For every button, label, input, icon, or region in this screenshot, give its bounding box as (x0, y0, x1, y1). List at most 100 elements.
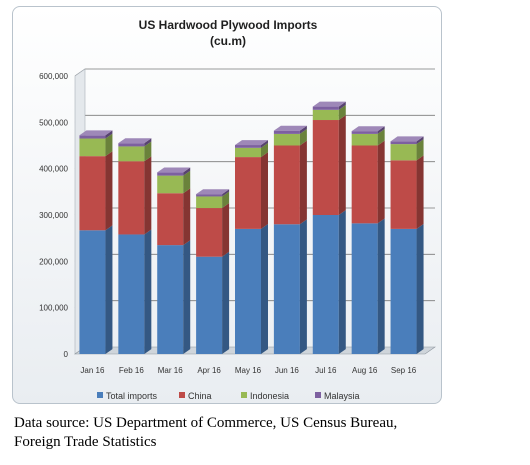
bar-segment-front (273, 133, 300, 146)
bar-segment-front (390, 228, 417, 354)
bar-segment-side (105, 225, 113, 354)
legend-swatch (97, 392, 103, 398)
bar-stack (196, 189, 230, 354)
caption: Data source: US Department of Commerce, … (14, 414, 526, 452)
bar-segment-side (338, 210, 346, 354)
bar-segment-side (377, 126, 385, 134)
bar-segment-side (338, 104, 346, 121)
bar-segment-side (377, 129, 385, 146)
bar-segment-front (118, 146, 145, 162)
bar-segment-side (222, 189, 230, 197)
y-tick-label: 500,000 (39, 118, 68, 127)
x-tick-label: Aug 16 (352, 366, 378, 375)
bar-segment-front (157, 193, 184, 246)
bar-segment-front (351, 223, 378, 354)
bar-segment-side (416, 155, 424, 229)
x-tick-label: Jun 16 (275, 366, 300, 375)
legend-swatch (179, 392, 185, 398)
bar-stack (79, 130, 113, 354)
bar-segment-side (299, 129, 307, 146)
bar-segment-side (299, 219, 307, 354)
bar-segment-side (377, 218, 385, 354)
bar-segment-side (416, 224, 424, 354)
y-tick-label: 300,000 (39, 211, 68, 220)
chart-title: US Hardwood Plywood Imports (139, 18, 318, 32)
bar-segment-side (377, 140, 385, 224)
bar-segment-side (105, 133, 113, 157)
bar-segment-front (79, 230, 106, 354)
bar-segment-front (273, 224, 300, 354)
bar-top (157, 167, 191, 173)
bar-segment-side (183, 170, 191, 194)
bar-segment-front (118, 143, 145, 147)
bar-stack (157, 167, 191, 354)
bar-segment-front (157, 172, 184, 176)
bar-stack (273, 125, 307, 354)
bar-segment-front (196, 208, 223, 257)
bar-top (312, 101, 346, 107)
y-tick-label: 100,000 (39, 304, 68, 313)
bar-segment-front (273, 130, 300, 134)
bar-segment-side (261, 140, 268, 148)
bar-segment-side (105, 130, 113, 139)
bar-stack (390, 136, 424, 354)
x-tick-label: Mar 16 (158, 366, 183, 375)
legend-label: Malaysia (324, 391, 360, 401)
bar-segment-front (157, 245, 184, 354)
bar-segment-front (235, 147, 261, 158)
bar-segment-side (299, 125, 307, 134)
bar-segment-front (235, 157, 261, 229)
bar-segment-side (105, 151, 113, 231)
bar-segment-front (351, 133, 378, 146)
bar-segment-side (183, 167, 191, 176)
bar-segment-front (351, 145, 378, 224)
y-tick-label: 400,000 (39, 165, 68, 174)
bar-segment-side (299, 140, 307, 225)
bar-stack (118, 138, 152, 354)
bar-top (118, 138, 152, 144)
bar-segment-side (183, 240, 191, 354)
bar-segment-side (222, 251, 230, 354)
bar-segment-front (312, 109, 339, 121)
bar-top (390, 136, 424, 142)
bar-top (351, 126, 385, 132)
bar-segment-front (196, 194, 223, 197)
legend-label: Indonesia (250, 391, 289, 401)
bar-segment-side (261, 142, 268, 158)
bar-segment-side (183, 188, 191, 246)
bar-segment-front (196, 256, 223, 354)
y-tick-label: 200,000 (39, 257, 68, 266)
bar-segment-front (351, 131, 378, 134)
bar-segment-front (118, 161, 145, 235)
x-tick-label: Jul 16 (315, 366, 337, 375)
bar-segment-side (416, 136, 424, 145)
bar-top (79, 130, 113, 136)
x-tick-label: Feb 16 (119, 366, 144, 375)
legend-label: Total imports (106, 391, 158, 401)
bar-stack (235, 140, 268, 354)
bar-segment-front (312, 106, 339, 110)
bar-segment-front (312, 120, 339, 215)
bar-top (273, 125, 307, 131)
bar-segment-front (235, 145, 261, 148)
x-tick-label: Sep 16 (391, 366, 417, 375)
bar-segment-front (390, 141, 417, 145)
x-tick-label: Apr 16 (197, 366, 221, 375)
legend-swatch (241, 392, 247, 398)
bar-segment-side (416, 139, 424, 161)
bar-segment-front (79, 138, 106, 157)
bar-segment-side (261, 224, 268, 354)
bar-stack (312, 101, 346, 354)
bar-segment-side (338, 115, 346, 215)
bar-segment-side (338, 101, 346, 110)
x-tick-label: May 16 (235, 366, 262, 375)
bar-segment-front (273, 145, 300, 225)
bar-top (196, 189, 230, 195)
chart-frame: US Hardwood Plywood Imports (cu.m) 0 100,… (12, 6, 442, 404)
bar-segment-front (79, 135, 106, 139)
caption-line-2: Foreign Trade Statistics (14, 434, 157, 450)
legend: Total imports China Indonesia Malaysia (97, 391, 360, 401)
gridline (74, 68, 435, 77)
bar-segment-front (196, 196, 223, 209)
chart-svg: US Hardwood Plywood Imports (cu.m) 0 100,… (39, 18, 436, 401)
